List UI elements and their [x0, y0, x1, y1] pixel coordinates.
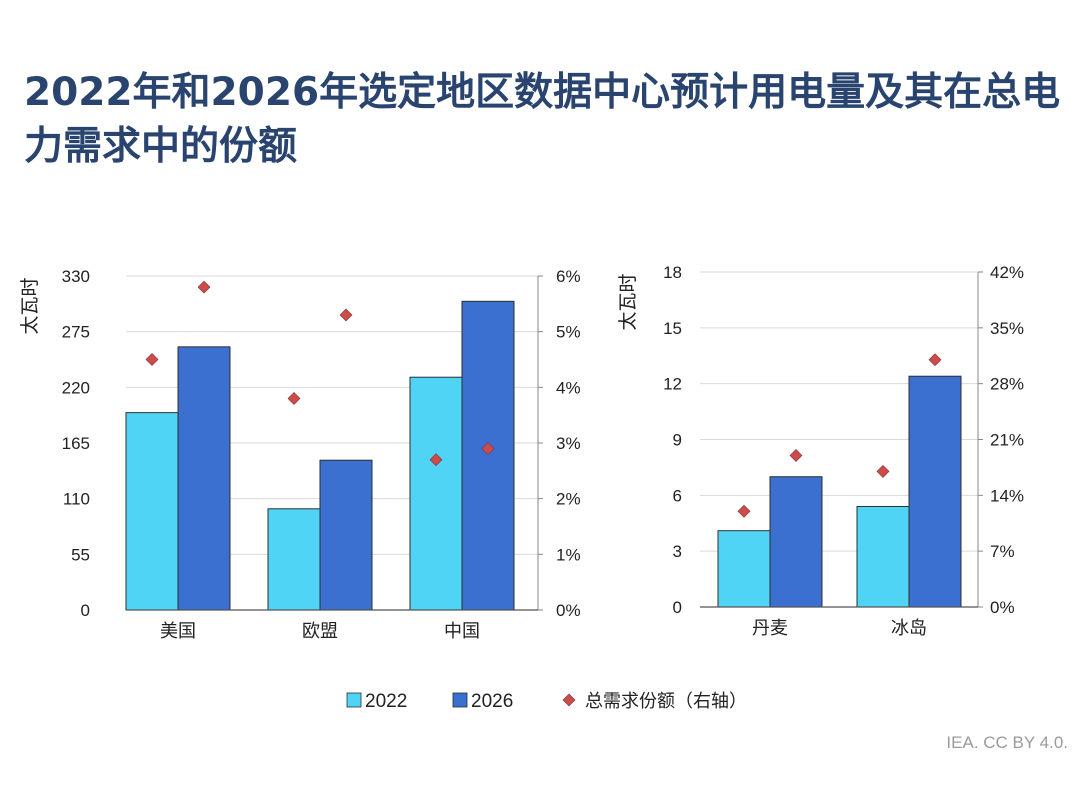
y2-tick-label: 35%	[990, 319, 1024, 338]
y2-tick-label: 3%	[556, 434, 581, 453]
y-tick-label: 12	[663, 375, 682, 394]
category-label: 丹麦	[752, 618, 788, 639]
y2-tick-label: 7%	[990, 542, 1015, 561]
bar-2026	[461, 300, 515, 611]
category-label: 中国	[444, 621, 480, 642]
legend-label-2026: 2026	[471, 691, 513, 712]
legend-label-2022: 2022	[365, 691, 407, 712]
category-label: 美国	[160, 621, 196, 642]
y-tick-label: 0	[81, 601, 90, 620]
y2-tick-label: 42%	[990, 263, 1024, 282]
share-marker-2022	[876, 464, 890, 478]
y2-tick-label: 1%	[556, 545, 581, 564]
y-axis-label: 太瓦时	[617, 273, 639, 330]
bar-2022	[125, 412, 179, 611]
y2-tick-label: 28%	[990, 375, 1024, 394]
y-tick-label: 55	[71, 545, 90, 564]
share-marker-2022	[287, 392, 301, 405]
bar-2026	[908, 375, 962, 608]
share-marker-2026	[481, 442, 495, 455]
share-marker-2026	[928, 353, 942, 367]
share-marker-2022	[429, 453, 443, 467]
y-tick-label: 18	[663, 263, 682, 282]
y2-tick-label: 4%	[556, 378, 581, 397]
bar-2022	[717, 530, 771, 608]
y-axis-label: 太瓦时	[19, 277, 41, 334]
bar-2026	[319, 459, 373, 611]
share-marker-2022	[737, 504, 751, 518]
share-marker-2026	[339, 308, 353, 322]
page-title: 2022年和2026年选定地区数据中心预计用电量及其在总电力需求中的份额	[24, 70, 1061, 169]
share-marker-2026	[197, 280, 211, 294]
legend-swatch-2026	[452, 692, 468, 708]
y-tick-label: 275	[62, 323, 90, 342]
y-tick-label: 220	[62, 378, 90, 397]
y-tick-label: 330	[62, 267, 90, 286]
category-label: 冰岛	[891, 618, 927, 639]
bar-2026	[769, 476, 823, 608]
bar-2022	[267, 508, 321, 611]
y2-tick-label: 6%	[556, 267, 581, 286]
legend-marker-share	[562, 693, 576, 707]
y-tick-label: 0	[673, 598, 682, 617]
bar-2026	[177, 346, 231, 611]
y-tick-label: 110	[63, 490, 90, 509]
y2-tick-label: 21%	[990, 431, 1024, 450]
category-label: 欧盟	[302, 621, 338, 642]
y-tick-label: 165	[62, 434, 90, 453]
y-tick-label: 6	[673, 486, 682, 505]
y2-tick-label: 2%	[556, 490, 581, 509]
y2-tick-label: 5%	[556, 323, 581, 342]
y-tick-label: 9	[673, 431, 682, 450]
bar-2022	[856, 506, 910, 608]
legend-swatch-2022	[346, 692, 362, 708]
y-tick-label: 3	[673, 542, 682, 561]
share-marker-2026	[789, 449, 803, 462]
bar-2022	[409, 376, 463, 611]
credit-text: IEA. CC BY 4.0.	[946, 733, 1068, 752]
y2-tick-label: 0%	[990, 598, 1015, 617]
share-marker-2022	[145, 353, 159, 366]
y2-tick-label: 0%	[556, 601, 581, 620]
y2-tick-label: 14%	[990, 486, 1024, 505]
legend-label-share: 总需求份额（右轴）	[585, 691, 747, 712]
y-tick-label: 15	[663, 319, 682, 338]
